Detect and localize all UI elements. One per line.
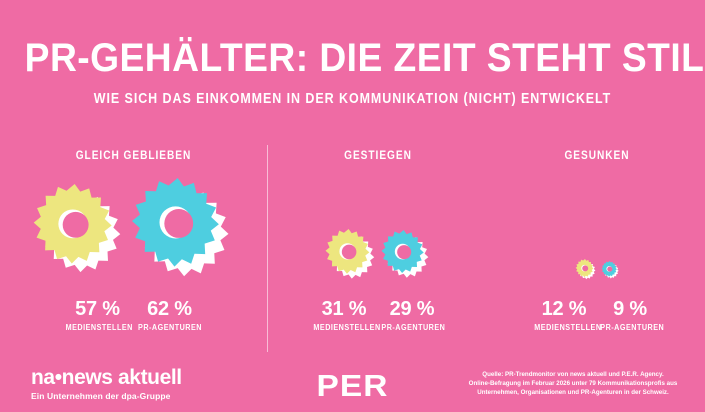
header: PR-GEHÄLTER: DIE ZEIT STEHT STILL WIE SI… — [0, 36, 705, 107]
stat-value: 57 % — [75, 298, 120, 320]
source-line: Unternehmen, Organisationen und PR-Agent… — [477, 389, 669, 396]
stat-medienstellen: 57 % MEDIENSTELLEN — [62, 298, 134, 332]
column-icons — [0, 178, 267, 290]
source-note: Quelle: PR-Trendmonitor von news aktuell… — [453, 370, 693, 397]
stat-medienstellen: 31 % MEDIENSTELLEN — [310, 298, 381, 332]
flower-gear-icon — [31, 183, 127, 285]
stat-value: 29 % — [389, 298, 435, 320]
flower-gear-icon — [575, 259, 597, 286]
column-stats: 31 % MEDIENSTELLEN 29 % PR-AGENTUREN — [267, 298, 489, 332]
page-title: PR-GEHÄLTER: DIE ZEIT STEHT STILL — [24, 36, 705, 80]
news-aktuell-logo-tagline: Ein Unternehmen der dpa-Gruppe — [31, 391, 171, 401]
column-icons — [489, 255, 705, 290]
column-stats: 12 % MEDIENSTELLEN 9 % PR-AGENTUREN — [489, 298, 705, 332]
stat-pr-agenturen: 62 % PR-AGENTUREN — [134, 298, 206, 332]
stat-medienstellen: 12 % MEDIENSTELLEN — [531, 298, 602, 332]
stat-value: 12 % — [541, 298, 587, 320]
stat-label: MEDIENSTELLEN — [313, 323, 381, 332]
news-aktuell-logo: na•news aktuell Ein Unternehmen der dpa-… — [31, 366, 182, 401]
stat-pr-agenturen: 29 % PR-AGENTUREN — [378, 298, 446, 332]
column-icons — [267, 226, 489, 290]
column-gestiegen: GESTIEGEN — [267, 140, 489, 355]
column-gleich-geblieben: GLEICH GEBLIEBEN — [0, 140, 268, 355]
stat-label: PR-AGENTUREN — [600, 323, 665, 332]
column-heading: GLEICH GEBLIEBEN — [75, 150, 192, 162]
page-subtitle: WIE SICH DAS EINKOMMEN IN DER KOMMUNIKAT… — [93, 91, 612, 107]
flower-gear-icon — [324, 228, 378, 288]
stat-value: 31 % — [321, 298, 367, 320]
source-line: Quelle: PR-Trendmonitor von news aktuell… — [482, 371, 664, 378]
stat-value: 9 % — [613, 298, 647, 320]
flower-gear-icon — [380, 229, 432, 287]
source-line: Online-Befragung im Februar 2026 unter 7… — [468, 380, 678, 387]
flower-gear-icon — [601, 260, 620, 285]
stat-label: PR-AGENTUREN — [137, 323, 202, 332]
column-heading: GESUNKEN — [564, 150, 630, 162]
news-aktuell-logo-text: na•news aktuell — [31, 366, 182, 389]
per-logo: PER — [316, 368, 389, 403]
column-heading: GESTIEGEN — [344, 150, 412, 162]
column-gesunken: GESUNKEN — [489, 140, 705, 355]
stat-pr-agenturen: 9 % PR-AGENTUREN — [597, 298, 663, 332]
footer: na•news aktuell Ein Unternehmen der dpa-… — [0, 356, 705, 412]
column-stats: 57 % MEDIENSTELLEN 62 % PR-AGENTUREN — [0, 298, 267, 332]
column-divider — [267, 145, 268, 352]
stat-label: MEDIENSTELLEN — [534, 323, 602, 332]
stats-columns: GLEICH GEBLIEBEN — [0, 140, 705, 355]
stat-label: PR-AGENTUREN — [381, 323, 446, 332]
stat-label: MEDIENSTELLEN — [65, 323, 133, 332]
flower-gear-icon — [129, 178, 236, 290]
stat-value: 62 % — [147, 298, 192, 320]
